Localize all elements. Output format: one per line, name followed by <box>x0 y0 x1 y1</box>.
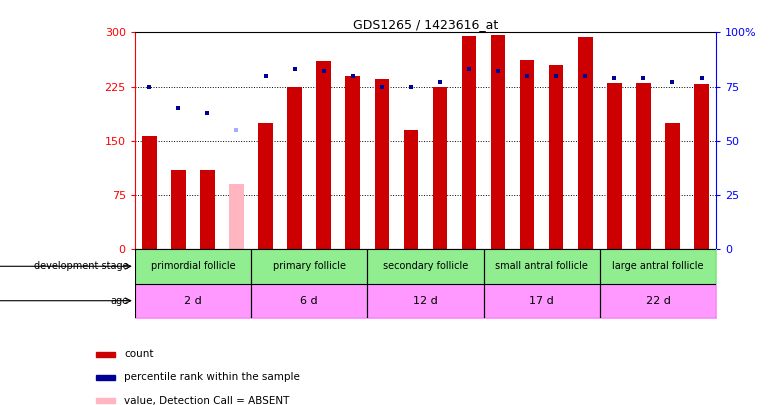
Bar <box>229 184 244 249</box>
Point <box>463 66 475 72</box>
Bar <box>96 398 115 403</box>
Point <box>376 83 388 90</box>
Bar <box>636 83 651 249</box>
Text: 6 d: 6 d <box>300 296 318 306</box>
Bar <box>433 87 447 249</box>
Point <box>289 66 301 72</box>
Point <box>201 109 213 116</box>
Bar <box>549 65 564 249</box>
Point <box>143 83 156 90</box>
Bar <box>346 76 360 249</box>
Point <box>405 83 417 90</box>
Point <box>317 68 330 75</box>
Bar <box>520 60 534 249</box>
Bar <box>316 61 331 249</box>
Bar <box>665 123 680 249</box>
Point <box>172 105 185 111</box>
Point <box>550 72 562 79</box>
Text: large antral follicle: large antral follicle <box>612 261 704 271</box>
Bar <box>607 83 621 249</box>
Bar <box>403 130 418 249</box>
Point <box>579 72 591 79</box>
Text: primordial follicle: primordial follicle <box>151 261 235 271</box>
Text: development stage: development stage <box>35 261 129 271</box>
Bar <box>490 34 505 249</box>
Point <box>492 68 504 75</box>
Text: age: age <box>111 296 129 306</box>
Bar <box>96 375 115 380</box>
Text: 12 d: 12 d <box>413 296 438 306</box>
Text: count: count <box>124 349 153 359</box>
Bar <box>578 37 593 249</box>
Point <box>230 127 243 133</box>
Text: 17 d: 17 d <box>529 296 554 306</box>
Point <box>666 79 678 85</box>
Bar <box>374 79 389 249</box>
Text: primary follicle: primary follicle <box>273 261 346 271</box>
Point <box>434 79 446 85</box>
Bar <box>142 136 156 249</box>
Text: percentile rank within the sample: percentile rank within the sample <box>124 372 300 382</box>
Text: 22 d: 22 d <box>645 296 671 306</box>
Title: GDS1265 / 1423616_at: GDS1265 / 1423616_at <box>353 18 498 31</box>
Bar <box>96 352 115 357</box>
Text: small antral follicle: small antral follicle <box>495 261 588 271</box>
Point <box>695 75 708 81</box>
Text: 2 d: 2 d <box>184 296 202 306</box>
Point <box>259 72 272 79</box>
Bar <box>171 170 186 249</box>
Point <box>638 75 650 81</box>
Bar <box>695 84 709 249</box>
Point <box>346 72 359 79</box>
Bar <box>462 36 477 249</box>
Bar <box>287 87 302 249</box>
Point <box>521 72 534 79</box>
Point <box>608 75 621 81</box>
Text: value, Detection Call = ABSENT: value, Detection Call = ABSENT <box>124 396 290 405</box>
Bar <box>258 123 273 249</box>
Bar <box>200 170 215 249</box>
Text: secondary follicle: secondary follicle <box>383 261 468 271</box>
